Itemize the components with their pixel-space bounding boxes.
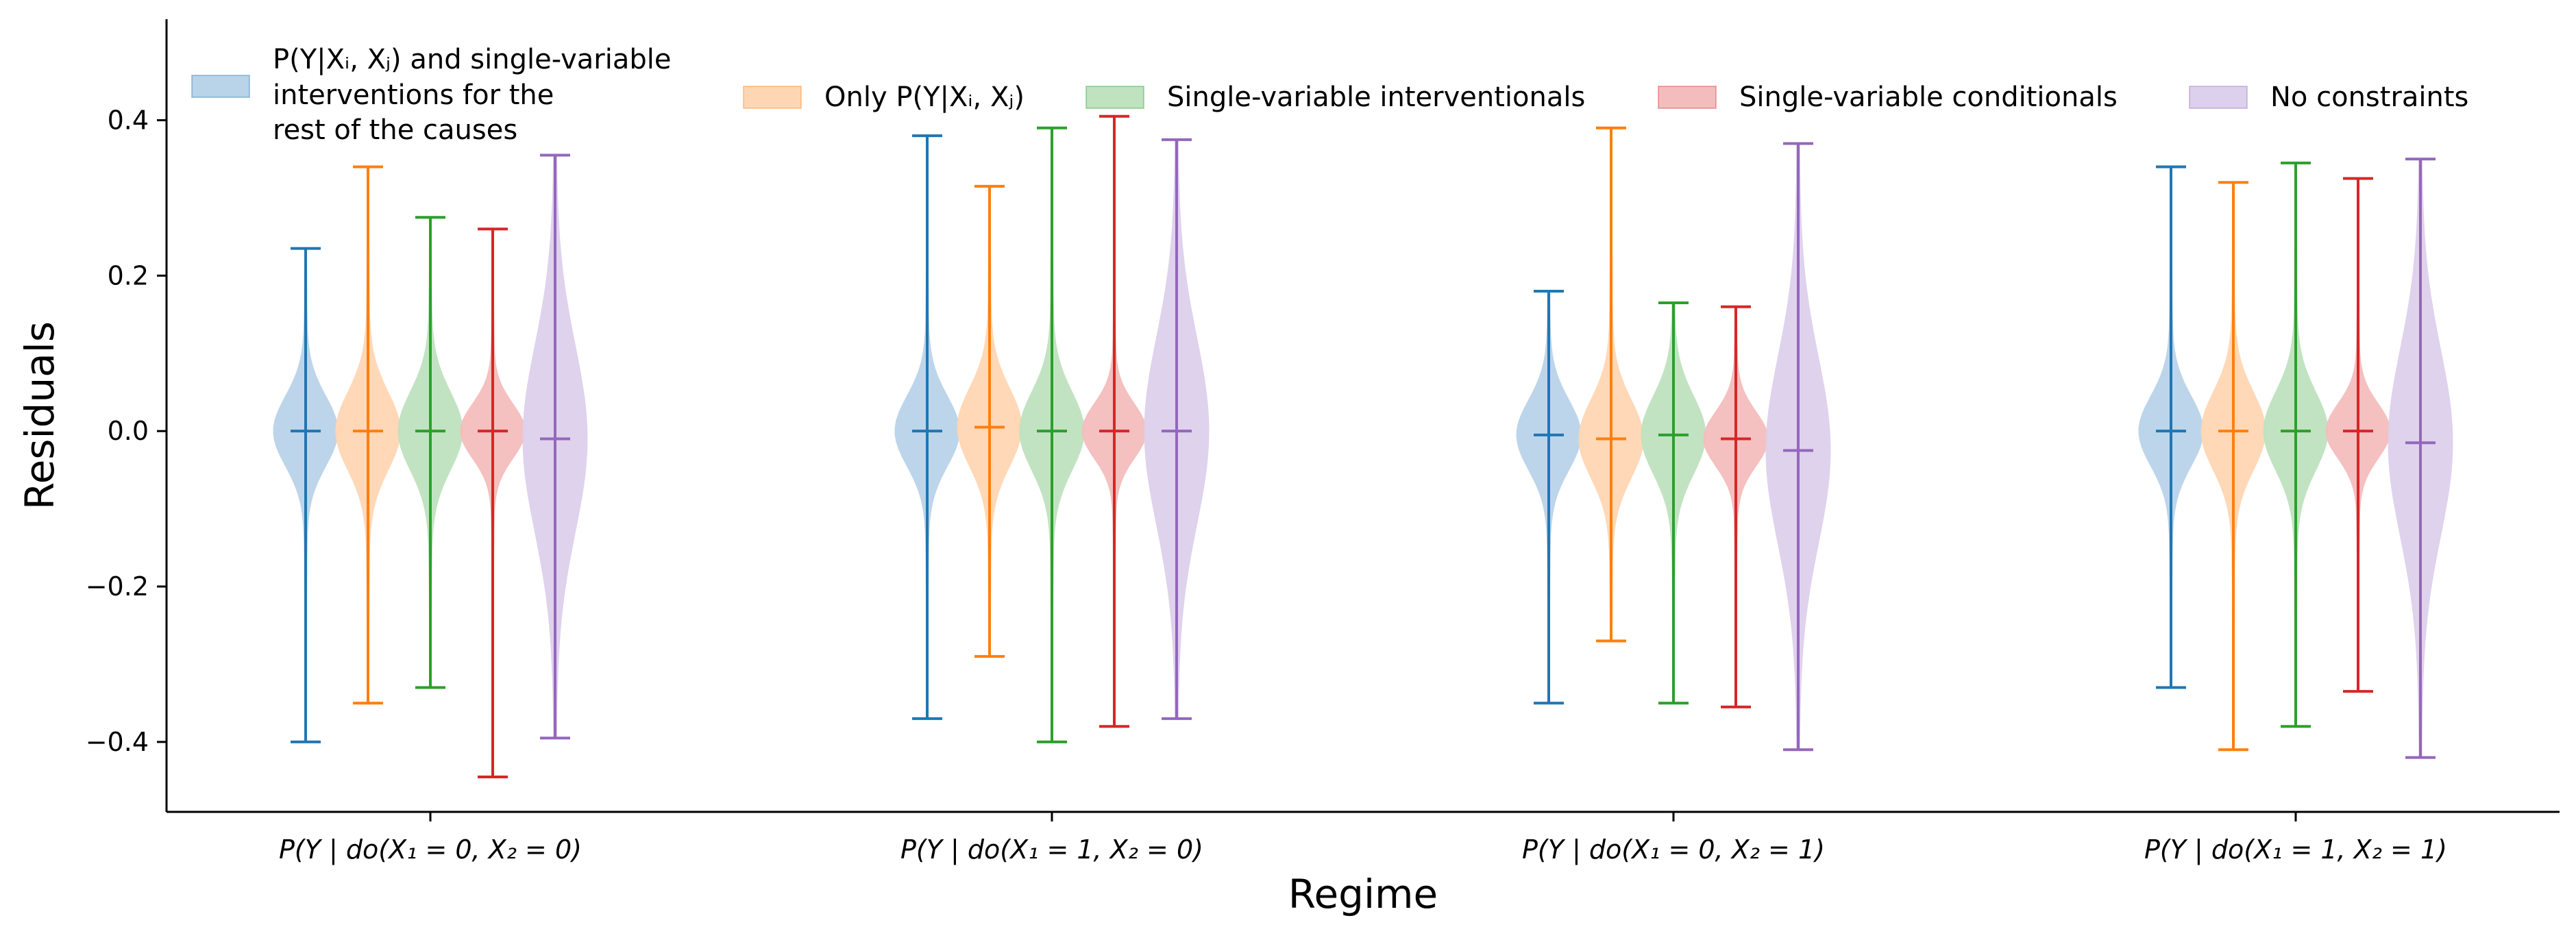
legend-swatch-0 [191, 75, 250, 98]
legend-swatch-2 [1085, 86, 1144, 109]
y-tick-label: 0.2 [108, 260, 149, 290]
x-tick-label: P(Y | do(X₁ = 1, X₂ = 0) [900, 834, 1203, 865]
legend-label-1: Only P(Y|Xᵢ, Xⱼ) [824, 82, 1025, 113]
legend: P(Y|Xᵢ, Xⱼ) and single-variable interven… [191, 44, 2468, 146]
legend-label-0: rest of the causes [273, 114, 517, 146]
legend-swatch-4 [2189, 86, 2248, 109]
legend-swatch-3 [1658, 86, 1717, 109]
y-tick-label: 0.0 [108, 416, 149, 446]
legend-label-4: No constraints [2270, 82, 2468, 113]
x-tick-label: P(Y | do(X₁ = 0, X₂ = 0) [279, 834, 582, 865]
x-axis-title: Regime [1288, 871, 1438, 917]
y-axis-title: Residuals [16, 321, 63, 510]
y-tick-label: 0.4 [108, 105, 149, 135]
axes-layer: 0.4 0.2 0.0 −0.2 −0.4 P(Y | do(X₁ = 0, X₂ = 0… [16, 19, 2560, 917]
legend-label-0: interventions for the [273, 79, 554, 111]
legend-label-3: Single-variable conditionals [1739, 82, 2118, 113]
legend-swatch-1 [743, 86, 802, 109]
violin-layer [273, 114, 2453, 778]
legend-label-0: P(Y|Xᵢ, Xⱼ) and single-variable [273, 44, 671, 75]
x-tick-label: P(Y | do(X₁ = 0, X₂ = 1) [1522, 834, 1825, 865]
y-tick-label: −0.2 [86, 571, 149, 602]
legend-label-2: Single-variable interventionals [1167, 82, 1585, 113]
y-tick-label: −0.4 [86, 727, 149, 757]
x-tick-label: P(Y | do(X₁ = 1, X₂ = 1) [2144, 834, 2447, 865]
